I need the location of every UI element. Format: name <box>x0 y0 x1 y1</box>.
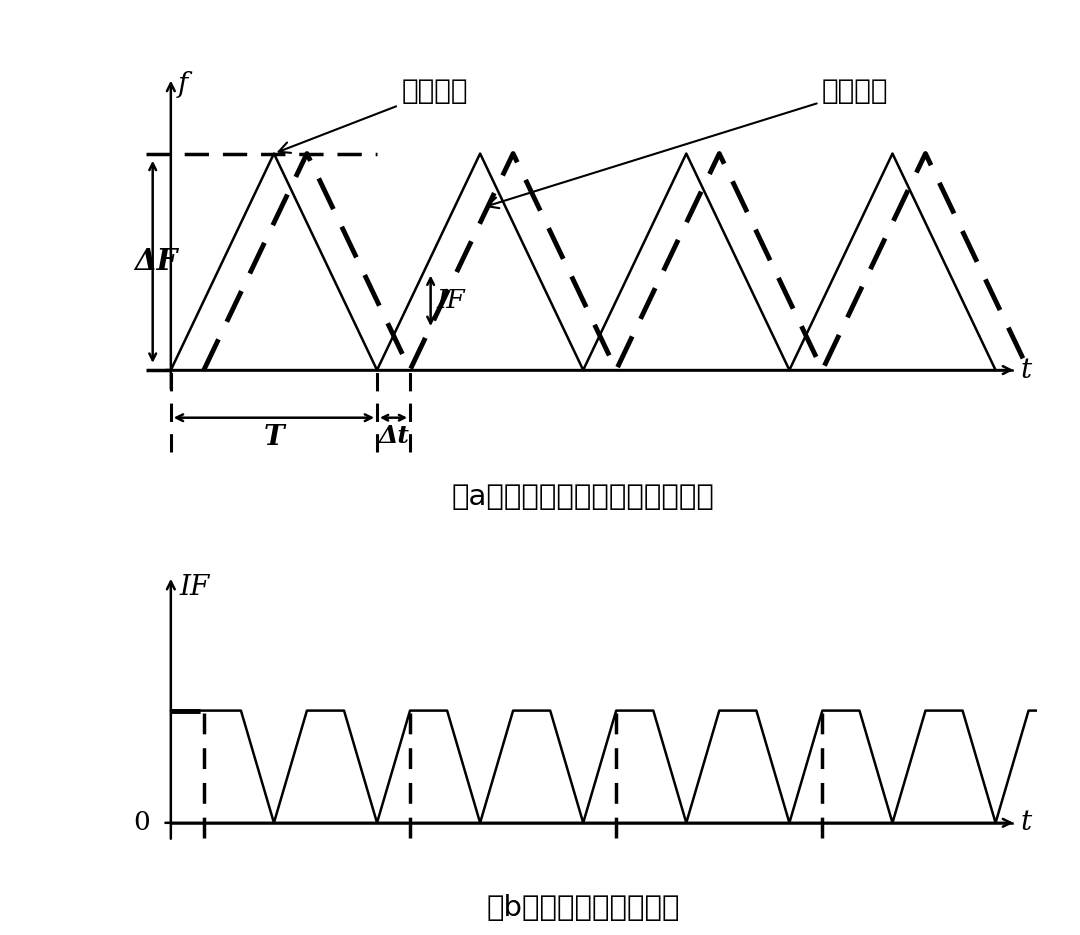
Text: ΔF: ΔF <box>134 247 177 277</box>
Text: Δt: Δt <box>378 424 409 448</box>
Text: f: f <box>177 71 188 98</box>
Text: 0: 0 <box>134 811 150 835</box>
Text: IF: IF <box>179 574 210 601</box>
Text: IF: IF <box>436 288 465 313</box>
Text: t: t <box>1021 356 1031 383</box>
Text: t: t <box>1021 810 1031 836</box>
Text: （b）中频信号变化图像: （b）中频信号变化图像 <box>486 894 680 922</box>
Text: 发射信号: 发射信号 <box>279 78 468 153</box>
Text: T: T <box>264 424 284 452</box>
Text: （a）发射信号与反射信号对比图: （a）发射信号与反射信号对比图 <box>451 482 715 511</box>
Text: 回波信号: 回波信号 <box>487 78 889 209</box>
